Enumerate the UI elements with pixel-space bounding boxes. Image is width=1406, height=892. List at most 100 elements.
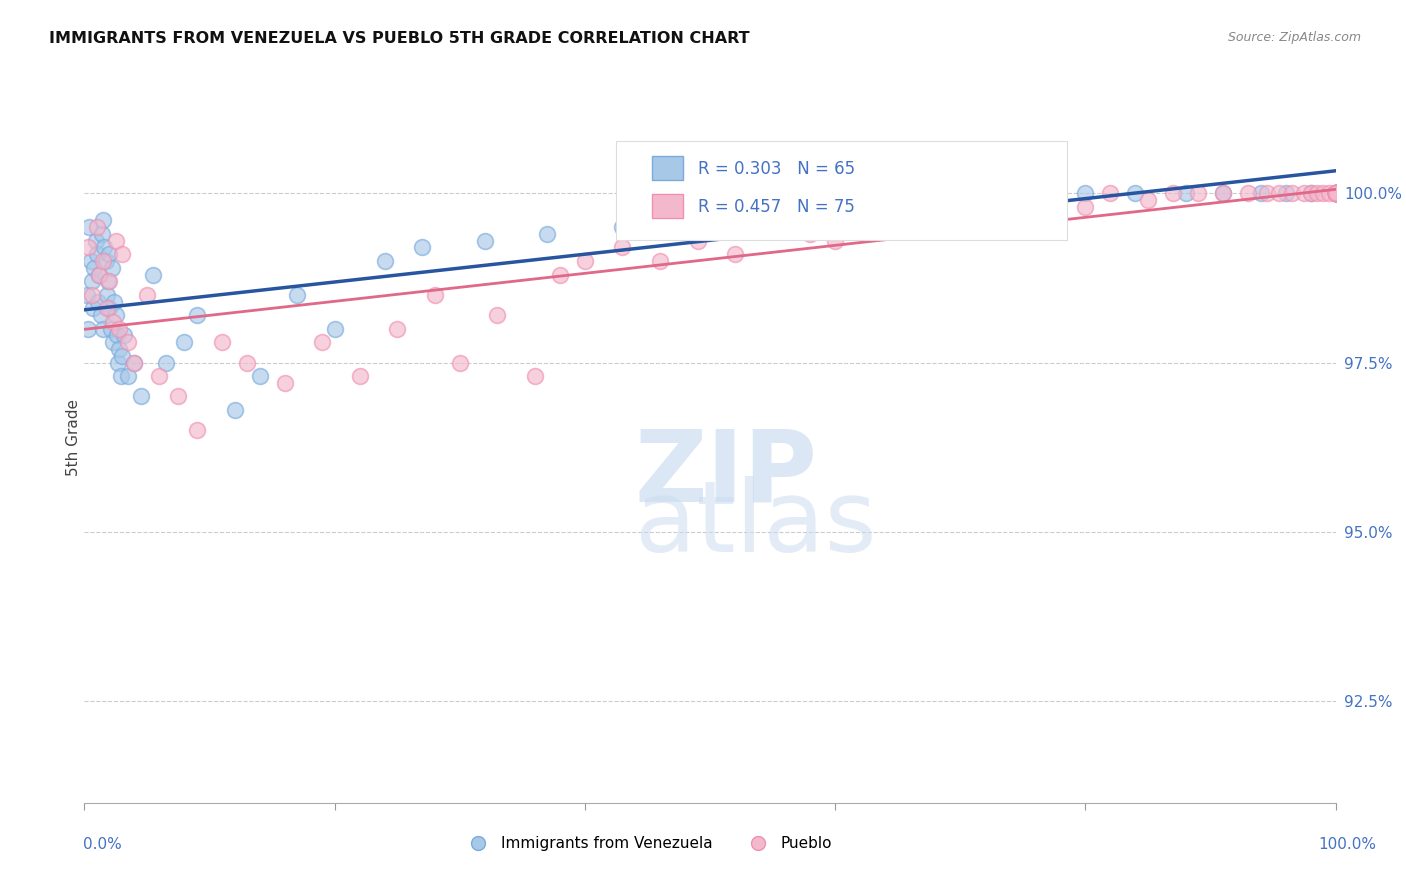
Y-axis label: 5th Grade: 5th Grade xyxy=(66,399,80,475)
Point xyxy=(1036,193,1059,207)
Point xyxy=(1324,186,1347,201)
Point xyxy=(142,268,165,282)
Point xyxy=(1074,200,1097,214)
Point xyxy=(974,200,997,214)
Point xyxy=(105,328,128,343)
Point xyxy=(273,376,295,390)
Point xyxy=(103,294,125,309)
Point xyxy=(1274,186,1296,201)
Point xyxy=(100,322,122,336)
Point xyxy=(90,227,112,241)
Point xyxy=(89,268,111,282)
Point xyxy=(111,247,134,261)
Point xyxy=(101,315,124,329)
Point xyxy=(949,213,972,227)
Point xyxy=(762,206,785,220)
Point xyxy=(385,322,409,336)
Point xyxy=(82,301,104,316)
Point xyxy=(1268,186,1291,201)
Point xyxy=(97,274,120,288)
Point xyxy=(799,227,821,241)
Point xyxy=(1324,186,1347,201)
Legend: Immigrants from Venezuela, Pueblo: Immigrants from Venezuela, Pueblo xyxy=(457,830,838,857)
Point xyxy=(523,369,546,384)
Point xyxy=(96,288,118,302)
Point xyxy=(83,260,105,275)
Point xyxy=(1099,186,1122,201)
Point xyxy=(107,355,129,369)
Point xyxy=(1324,186,1347,201)
Text: ZIP: ZIP xyxy=(636,425,818,522)
Point xyxy=(486,308,509,322)
Point xyxy=(117,335,139,350)
Text: R = 0.457   N = 75: R = 0.457 N = 75 xyxy=(697,198,855,216)
Point xyxy=(924,206,946,220)
Point xyxy=(661,213,683,227)
Point xyxy=(1125,186,1147,201)
Point xyxy=(1324,186,1347,201)
Point xyxy=(374,254,396,268)
Point xyxy=(1324,186,1347,201)
Point xyxy=(1324,186,1347,201)
Point xyxy=(1281,186,1303,201)
Point xyxy=(124,355,146,369)
Point xyxy=(349,369,371,384)
Point xyxy=(90,308,112,322)
Point xyxy=(112,328,135,343)
Point xyxy=(104,308,127,322)
Point xyxy=(89,268,111,282)
Point xyxy=(1324,186,1347,201)
Point xyxy=(110,369,132,384)
Point xyxy=(1324,186,1347,201)
Point xyxy=(1306,186,1329,201)
Point xyxy=(236,355,259,369)
Point xyxy=(98,274,121,288)
Point xyxy=(108,322,131,336)
Point xyxy=(186,423,208,437)
Point xyxy=(887,193,910,207)
Point xyxy=(1324,186,1347,201)
Point xyxy=(186,308,208,322)
Point xyxy=(124,355,146,369)
Point xyxy=(1299,186,1322,201)
Point xyxy=(1324,186,1347,201)
Point xyxy=(79,254,101,268)
Point xyxy=(1324,186,1347,201)
Point xyxy=(101,335,124,350)
Point xyxy=(862,213,884,227)
Point xyxy=(724,247,747,261)
Text: 100.0%: 100.0% xyxy=(1317,838,1376,852)
Point xyxy=(1174,186,1197,201)
Point xyxy=(86,247,108,261)
Point xyxy=(323,322,346,336)
Point xyxy=(1324,186,1347,201)
Point xyxy=(924,193,946,207)
Point xyxy=(423,288,446,302)
Point xyxy=(86,220,108,235)
Point xyxy=(1294,186,1316,201)
Point xyxy=(1136,193,1159,207)
Point xyxy=(1324,186,1347,201)
Text: IMMIGRANTS FROM VENEZUELA VS PUEBLO 5TH GRADE CORRELATION CHART: IMMIGRANTS FROM VENEZUELA VS PUEBLO 5TH … xyxy=(49,31,749,46)
Point xyxy=(77,322,100,336)
Point xyxy=(76,288,98,302)
Point xyxy=(898,220,921,235)
Point xyxy=(173,335,195,350)
Point xyxy=(449,355,471,369)
Point xyxy=(155,355,177,369)
Point xyxy=(211,335,233,350)
Point xyxy=(77,240,100,254)
FancyBboxPatch shape xyxy=(616,141,1067,240)
Point xyxy=(117,369,139,384)
Text: Source: ZipAtlas.com: Source: ZipAtlas.com xyxy=(1227,31,1361,45)
Point xyxy=(108,342,131,356)
Point xyxy=(311,335,333,350)
Point xyxy=(711,213,734,227)
Point xyxy=(686,234,709,248)
Point xyxy=(94,254,117,268)
Point xyxy=(1074,186,1097,201)
FancyBboxPatch shape xyxy=(652,155,682,179)
Point xyxy=(79,220,101,235)
Point xyxy=(96,301,118,316)
Point xyxy=(974,186,997,201)
